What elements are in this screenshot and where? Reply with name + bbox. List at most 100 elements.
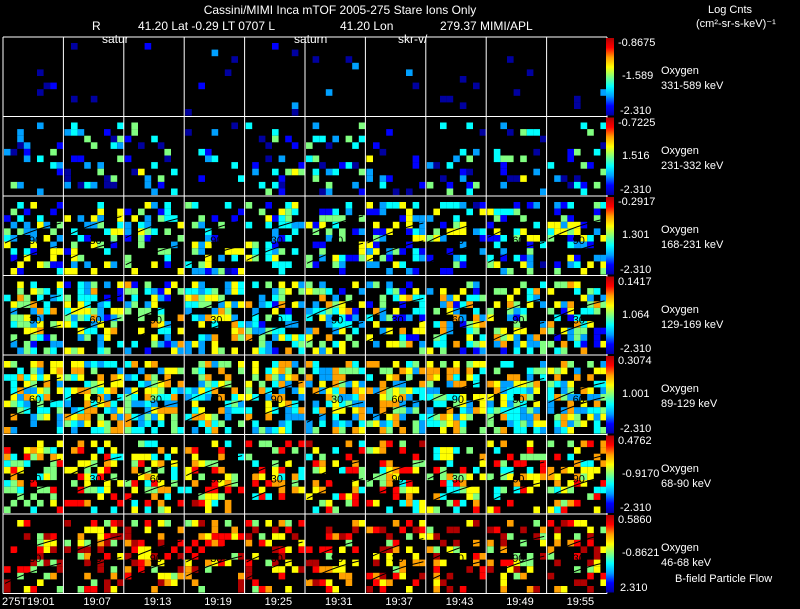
- panel-r3-c5: 90: [306, 281, 366, 355]
- heatmap-cell: [507, 394, 514, 401]
- heatmap-cell: [285, 215, 292, 222]
- heatmap-cell: [138, 420, 145, 427]
- heatmap-cell: [84, 334, 91, 341]
- heatmap-cell: [17, 566, 24, 573]
- heatmap-cell: [440, 288, 447, 295]
- heatmap-cell: [205, 301, 212, 308]
- panel-r3-c1: 60: [64, 281, 124, 355]
- heatmap-cell: [600, 387, 607, 394]
- heatmap-cell: [358, 440, 366, 448]
- contour-line: [246, 455, 303, 477]
- heatmap-cell: [30, 506, 37, 514]
- heatmap-cell: [17, 466, 24, 474]
- heatmap-cell: [473, 374, 480, 381]
- heatmap-cell: [507, 208, 514, 216]
- heatmap-cell: [218, 420, 225, 427]
- heatmap-cell: [110, 572, 118, 580]
- heatmap-cell: [500, 559, 507, 567]
- heatmap-cell: [399, 400, 406, 408]
- heatmap-cell: [252, 307, 259, 315]
- heatmap-cell: [500, 168, 507, 176]
- heatmap-cell: [144, 400, 152, 408]
- heatmap-cell: [386, 314, 393, 322]
- heatmap-cell: [352, 559, 359, 567]
- heatmap-cell: [440, 202, 447, 209]
- heatmap-cell: [245, 453, 253, 461]
- panel-r3-c7: 60: [426, 281, 487, 355]
- heatmap-cell: [97, 394, 104, 401]
- contour-line: [548, 242, 605, 264]
- heatmap-cell: [23, 327, 31, 335]
- heatmap-cell: [265, 347, 272, 355]
- heatmap-cell: [124, 301, 132, 308]
- heatmap-cell: [164, 374, 171, 381]
- heatmap-cell: [459, 347, 467, 355]
- heatmap-cell: [526, 420, 534, 427]
- contour-line: [125, 480, 182, 502]
- contour-line: [65, 476, 122, 498]
- heatmap-cell: [124, 221, 132, 229]
- heatmap-cell: [138, 539, 145, 547]
- heatmap-cell: [43, 288, 51, 295]
- heatmap-cell: [433, 420, 440, 427]
- heatmap-cell: [110, 142, 118, 149]
- heatmap-cell: [117, 135, 124, 143]
- heatmap-cell: [479, 202, 487, 209]
- heatmap-cell: [205, 374, 212, 381]
- heatmap-cell: [50, 254, 57, 262]
- contour-line: [548, 382, 605, 404]
- heatmap-cell: [547, 380, 555, 388]
- heatmap-cell: [144, 407, 152, 414]
- contour-line: [367, 399, 424, 421]
- heatmap-cell: [198, 301, 205, 308]
- heatmap-cell: [245, 440, 253, 448]
- heatmap-cell: [285, 440, 292, 448]
- heatmap-cell: [453, 340, 460, 348]
- contour-line: [548, 300, 605, 322]
- heatmap-cell: [366, 155, 373, 163]
- heatmap-cell: [574, 420, 581, 427]
- heatmap-cell: [306, 374, 313, 381]
- heatmap-cell: [547, 288, 555, 295]
- heatmap-cell: [392, 288, 400, 295]
- heatmap-cell: [104, 427, 111, 434]
- heatmap-cell: [291, 301, 299, 308]
- heatmap-cell: [191, 387, 199, 394]
- heatmap-cell: [56, 294, 64, 302]
- heatmap-cell: [238, 208, 245, 216]
- heatmap-cell: [520, 460, 527, 467]
- heatmap-cell: [131, 129, 138, 136]
- panel-r4-c0: 60: [4, 361, 64, 434]
- heatmap-cell: [593, 400, 601, 408]
- heatmap-cell: [473, 148, 480, 156]
- heatmap-cell: [23, 586, 31, 593]
- heatmap-cell: [580, 520, 588, 527]
- heatmap-cell: [587, 241, 594, 249]
- heatmap-cell: [554, 420, 561, 427]
- heatmap-cell: [258, 301, 266, 308]
- heatmap-cell: [238, 327, 245, 335]
- heatmap-cell: [325, 142, 333, 149]
- heatmap-cell: [600, 301, 607, 308]
- heatmap-cell: [177, 387, 185, 394]
- heatmap-cell: [352, 520, 359, 527]
- heatmap-cell: [218, 466, 225, 474]
- heatmap-cell: [507, 129, 514, 136]
- heatmap-cell: [97, 202, 104, 209]
- heatmap-cell: [520, 129, 527, 136]
- heatmap-cell: [379, 380, 387, 388]
- heatmap-cell: [554, 586, 561, 593]
- colorbar: [606, 435, 614, 513]
- heatmap-cell: [507, 520, 514, 527]
- heatmap-cell: [265, 254, 272, 262]
- heatmap-cell: [453, 473, 460, 481]
- heatmap-cell: [50, 347, 57, 355]
- heatmap-cell: [466, 208, 473, 216]
- contour-label: 30: [271, 474, 283, 486]
- heatmap-cell: [77, 413, 85, 421]
- heatmap-cell: [386, 440, 393, 448]
- contour-line: [487, 241, 545, 263]
- heatmap-cell: [205, 241, 212, 249]
- heatmap-cell: [580, 407, 588, 414]
- heatmap-cell: [265, 374, 272, 381]
